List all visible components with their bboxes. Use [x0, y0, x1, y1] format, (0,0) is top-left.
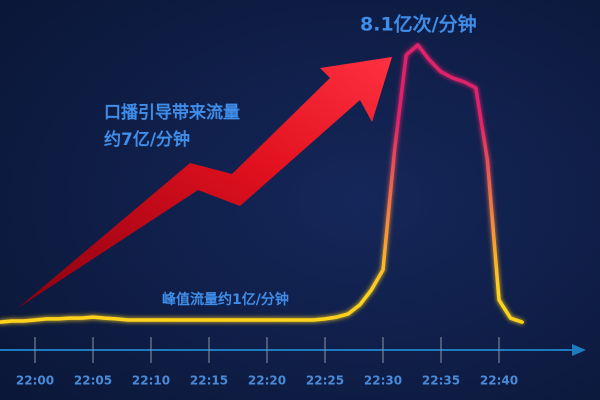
- annotation: 约7亿/分钟: [104, 129, 190, 150]
- x-tick-label: 22:00: [16, 374, 54, 388]
- annotation: 口播引导带来流量: [104, 102, 240, 123]
- x-tick-label: 22:05: [74, 374, 112, 388]
- x-tick-label: 22:35: [422, 374, 460, 388]
- x-tick-label: 22:20: [248, 374, 286, 388]
- x-tick-label: 22:10: [132, 374, 170, 388]
- x-tick-label: 22:40: [480, 374, 518, 388]
- traffic-line: [0, 43, 524, 324]
- peak-annotation: 8.1亿次/分钟: [360, 13, 477, 36]
- red-arrow: [18, 57, 392, 308]
- x-tick-label: 22:25: [306, 374, 344, 388]
- x-tick-label: 22:15: [190, 374, 228, 388]
- x-tick-label: 22:30: [364, 374, 402, 388]
- axis-arrow: [572, 344, 586, 356]
- annotation: 峰值流量约1亿/分钟: [162, 291, 289, 308]
